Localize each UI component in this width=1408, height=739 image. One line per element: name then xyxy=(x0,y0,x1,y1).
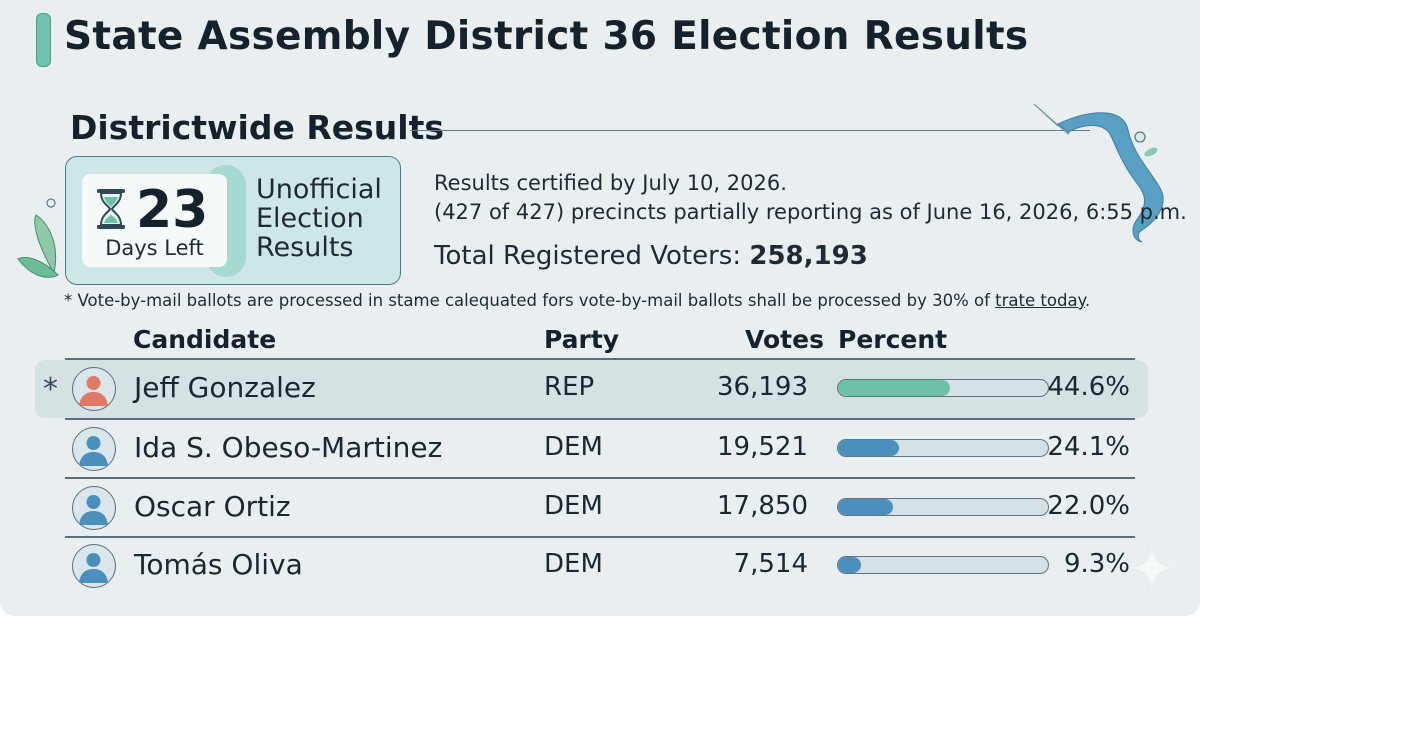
days-left-counter: 23 Days Left xyxy=(82,174,227,267)
candidate-votes: 17,850 xyxy=(717,491,808,521)
candidate-votes: 7,514 xyxy=(733,549,808,579)
candidate-row[interactable]: * Jeff Gonzalez REP 36,193 44.6% xyxy=(35,360,1148,418)
candidate-row[interactable]: Tomás Oliva DEM 7,514 9.3% xyxy=(35,537,1148,595)
footnote-end: . xyxy=(1084,291,1091,310)
page-title: State Assembly District 36 Election Resu… xyxy=(64,14,1029,59)
avatar xyxy=(72,544,116,588)
section-title: Districtwide Results xyxy=(70,108,444,147)
candidate-row[interactable]: Oscar Ortiz DEM 17,850 22.0% xyxy=(35,479,1148,537)
person-icon xyxy=(79,376,108,406)
candidate-party: DEM xyxy=(544,549,603,579)
results-card: State Assembly District 36 Election Resu… xyxy=(0,0,1200,616)
column-header-votes: Votes xyxy=(745,325,824,354)
person-icon xyxy=(79,436,108,466)
candidate-percent: 9.3% xyxy=(1063,549,1130,579)
registered-voters-label: Total Registered Voters: xyxy=(434,241,750,271)
percent-bar-fill xyxy=(838,440,899,456)
percent-bar xyxy=(837,556,1049,574)
percent-bar-fill xyxy=(838,380,951,396)
registered-voters-value: 258,193 xyxy=(749,241,868,271)
person-icon xyxy=(79,495,108,525)
footnote-text: * Vote-by-mail ballots are processed in … xyxy=(64,291,996,310)
candidate-name: Jeff Gonzalez xyxy=(134,371,316,404)
candidate-name: Ida S. Obeso-Martinez xyxy=(134,431,443,464)
avatar xyxy=(72,427,116,471)
ribbon-decoration-icon xyxy=(1033,103,1164,243)
sparkle-icon xyxy=(1130,546,1174,590)
header-divider xyxy=(65,358,1135,360)
countdown-badge: 23 Days Left Unofficial Election Results xyxy=(65,156,401,285)
candidate-party: DEM xyxy=(544,491,603,521)
person-icon xyxy=(79,553,108,583)
percent-bar xyxy=(837,498,1049,516)
leaf-decoration-icon xyxy=(17,198,59,278)
registered-voters: Total Registered Voters: 258,193 xyxy=(434,241,868,271)
column-header-candidate: Candidate xyxy=(133,325,277,354)
winner-marker: * xyxy=(43,372,58,407)
avatar xyxy=(72,367,116,411)
days-left-number: 23 xyxy=(136,180,209,240)
candidate-percent: 24.1% xyxy=(1047,432,1130,462)
percent-bar xyxy=(837,439,1049,457)
row-divider xyxy=(65,418,1135,420)
hourglass-icon xyxy=(97,189,125,229)
footnote: * Vote-by-mail ballots are processed in … xyxy=(64,291,1090,310)
row-divider xyxy=(65,536,1135,538)
row-divider xyxy=(65,477,1135,479)
candidate-percent: 44.6% xyxy=(1047,372,1130,402)
footnote-link[interactable]: trate today xyxy=(995,291,1085,310)
avatar xyxy=(72,486,116,530)
title-accent-bar xyxy=(36,13,51,67)
candidate-party: DEM xyxy=(544,432,603,462)
candidate-name: Tomás Oliva xyxy=(134,548,303,581)
candidate-row[interactable]: Ida S. Obeso-Martinez DEM 19,521 24.1% xyxy=(35,420,1148,478)
percent-bar-fill xyxy=(838,557,862,573)
percent-bar xyxy=(837,379,1049,397)
candidate-votes: 36,193 xyxy=(717,372,808,402)
column-header-percent: Percent xyxy=(838,325,948,354)
precincts-reporting: (427 of 427) precincts partially reporti… xyxy=(434,200,1187,224)
status-label: Unofficial Election Results xyxy=(256,174,382,263)
certification-note: Results certified by July 10, 2026. xyxy=(434,171,787,195)
candidate-votes: 19,521 xyxy=(717,432,808,462)
section-divider xyxy=(410,130,1090,131)
candidate-percent: 22.0% xyxy=(1047,491,1130,521)
percent-bar-fill xyxy=(838,499,894,515)
days-left-label: Days Left xyxy=(105,236,204,260)
candidate-name: Oscar Ortiz xyxy=(134,490,291,523)
column-header-party: Party xyxy=(544,325,620,354)
candidate-party: REP xyxy=(544,372,595,402)
